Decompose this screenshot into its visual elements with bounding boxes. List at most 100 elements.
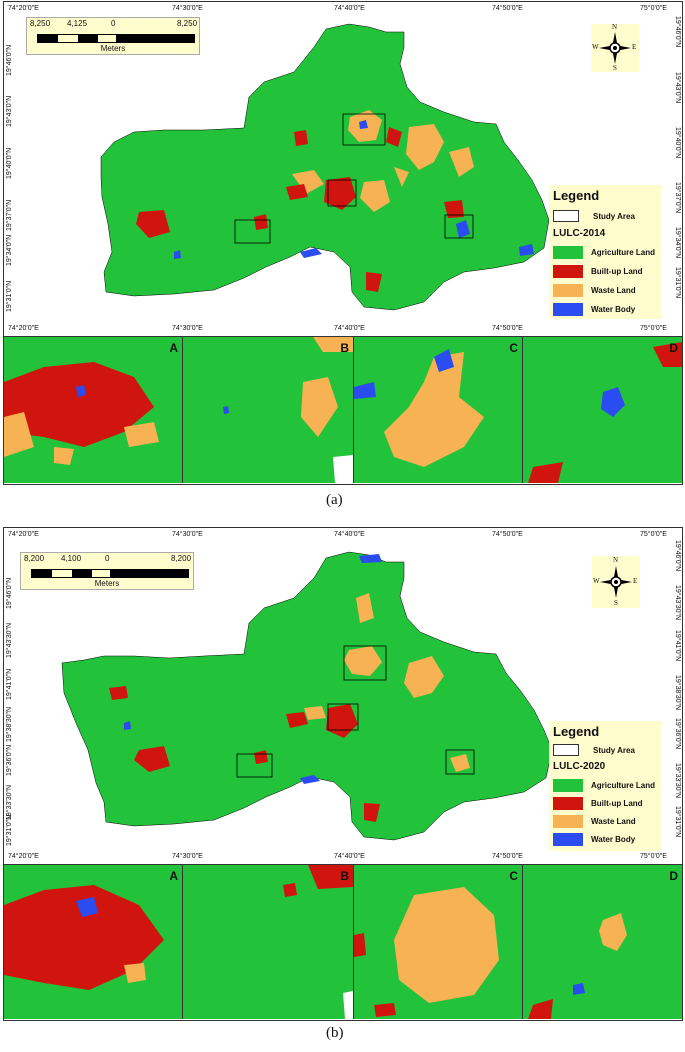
inset-label-c: C xyxy=(509,341,518,355)
lon-label: 75°0'0"E xyxy=(640,853,667,860)
lat-label: 19°31'0"N xyxy=(6,814,13,846)
scale-label: 8,250 xyxy=(30,19,51,28)
water-body-patches xyxy=(124,554,382,784)
inset-a-map xyxy=(4,337,182,483)
lat-label: 19°46'0"N xyxy=(674,540,681,572)
inset-label-d: D xyxy=(669,341,678,355)
legend-label: Built-up Land xyxy=(591,266,643,276)
scale-label: 0 xyxy=(111,19,116,28)
lon-label: 74°50'0"E xyxy=(492,5,523,12)
lat-label: 19°36'0"N xyxy=(6,744,13,776)
lon-label: 74°30'0"E xyxy=(172,531,203,538)
map-panel-2020: 74°20'0"E 74°30'0"E 74°40'0"E 74°50'0"E … xyxy=(3,527,683,1021)
built-up-patches xyxy=(109,686,380,822)
lat-label: 19°46'0"N xyxy=(6,44,13,76)
lon-label: 74°50'0"E xyxy=(492,531,523,538)
scale-unit: Meters xyxy=(94,579,120,588)
compass-rose-icon xyxy=(600,566,632,598)
lat-label: 19°46'0"N xyxy=(6,577,13,609)
lon-label: 74°40'0"E xyxy=(334,5,365,12)
inset-row: A B C xyxy=(4,336,682,483)
legend: Legend Study Area LULC-2014 Agriculture … xyxy=(549,185,661,319)
legend-label: Agriculture Land xyxy=(591,247,656,257)
lon-label: 74°40'0"E xyxy=(334,531,365,538)
lat-label: 19°41'0"N xyxy=(6,668,13,700)
inset-label-b: B xyxy=(340,341,349,355)
study-area-boxes xyxy=(236,645,475,778)
district-map-2014 xyxy=(100,23,550,311)
legend-label: Water Body xyxy=(591,304,636,314)
inset-c-map xyxy=(354,337,522,483)
lat-label: 19°31'0"N xyxy=(6,280,13,312)
lat-label: 19°31'0"N xyxy=(674,267,681,299)
inset-label-b: B xyxy=(340,869,349,883)
district-boundary xyxy=(100,23,550,311)
north-arrow: N S W E xyxy=(591,23,639,72)
lon-label: 74°40'0"E xyxy=(334,325,365,332)
district-map-2020 xyxy=(61,551,553,841)
lon-label: 74°30'0"E xyxy=(172,5,203,12)
inset-label-d: D xyxy=(669,869,678,883)
inset-d: D xyxy=(523,865,682,1019)
legend-study-area: Study Area xyxy=(553,743,635,757)
legend-item-waste: Waste Land xyxy=(553,283,636,297)
lon-label: 74°50'0"E xyxy=(492,325,523,332)
lon-label: 75°0'0"E xyxy=(640,325,667,332)
scale-bar: 8,250 4,125 0 8,250 Meters xyxy=(26,17,200,55)
north-arrow: N S W E xyxy=(592,556,640,608)
legend-item-water: Water Body xyxy=(553,832,635,846)
compass-n: N xyxy=(612,23,618,31)
legend-item-agriculture: Agriculture Land xyxy=(553,245,655,259)
lon-label: 74°30'0"E xyxy=(172,853,203,860)
inset-a: A xyxy=(4,337,183,483)
scale-label: 0 xyxy=(105,554,110,563)
inset-c: C xyxy=(354,865,523,1019)
lat-label: 19°40'0"N xyxy=(674,127,681,159)
scale-label: 4,100 xyxy=(61,554,82,563)
inset-b: B xyxy=(183,865,354,1019)
lat-label: 19°43'0"N xyxy=(6,95,13,127)
lon-label: 74°50'0"E xyxy=(492,853,523,860)
lat-label: 19°34'0"N xyxy=(6,234,13,266)
lat-label: 19°46'0"N xyxy=(674,16,681,48)
lat-label: 19°33'30"N xyxy=(674,763,681,799)
compass-n: N xyxy=(613,556,619,564)
inset-b-map xyxy=(183,865,353,1019)
legend-item-waste: Waste Land xyxy=(553,814,636,828)
compass-s: S xyxy=(613,64,617,72)
compass-w: W xyxy=(593,577,600,585)
waste-land-patches xyxy=(304,593,470,772)
inset-d-map xyxy=(523,337,682,483)
inset-a-map xyxy=(4,865,182,1019)
inset-d: D xyxy=(523,337,682,483)
lon-label: 74°20'0"E xyxy=(8,325,39,332)
lat-label: 19°43'30"N xyxy=(674,585,681,621)
lat-label: 19°38'30"N xyxy=(6,706,13,742)
scale-label: 8,250 xyxy=(177,19,198,28)
lat-label: 19°43'0"N xyxy=(674,72,681,104)
scale-bar: 8,200 4,100 0 8,200 Meters xyxy=(20,552,194,590)
legend-year-title: LULC-2020 xyxy=(553,761,606,772)
lat-label: 19°31'0"N xyxy=(674,806,681,838)
caption-b: (b) xyxy=(326,1025,344,1041)
lat-label: 19°37'0"N xyxy=(6,199,13,231)
caption-a: (a) xyxy=(326,492,343,508)
legend-label: Agriculture Land xyxy=(591,780,656,790)
legend-label: Water Body xyxy=(591,834,636,844)
scale-unit: Meters xyxy=(100,44,126,53)
lat-label: 19°38'30"N xyxy=(674,675,681,711)
inset-label-a: A xyxy=(169,341,178,355)
legend-item-builtup: Built-up Land xyxy=(553,796,643,810)
scale-label: 8,200 xyxy=(24,554,45,563)
lon-label: 74°20'0"E xyxy=(8,531,39,538)
lon-label: 74°20'0"E xyxy=(8,853,39,860)
inset-d-map xyxy=(523,865,682,1019)
legend-title: Legend xyxy=(553,188,600,203)
study-area-boxes xyxy=(234,113,474,244)
lat-label: 19°41'0"N xyxy=(674,630,681,662)
legend-study-area: Study Area xyxy=(553,209,635,223)
compass-e: E xyxy=(632,43,637,51)
lon-label: 74°20'0"E xyxy=(8,5,39,12)
legend-year-title: LULC-2014 xyxy=(553,228,606,239)
lon-label: 74°30'0"E xyxy=(172,325,203,332)
